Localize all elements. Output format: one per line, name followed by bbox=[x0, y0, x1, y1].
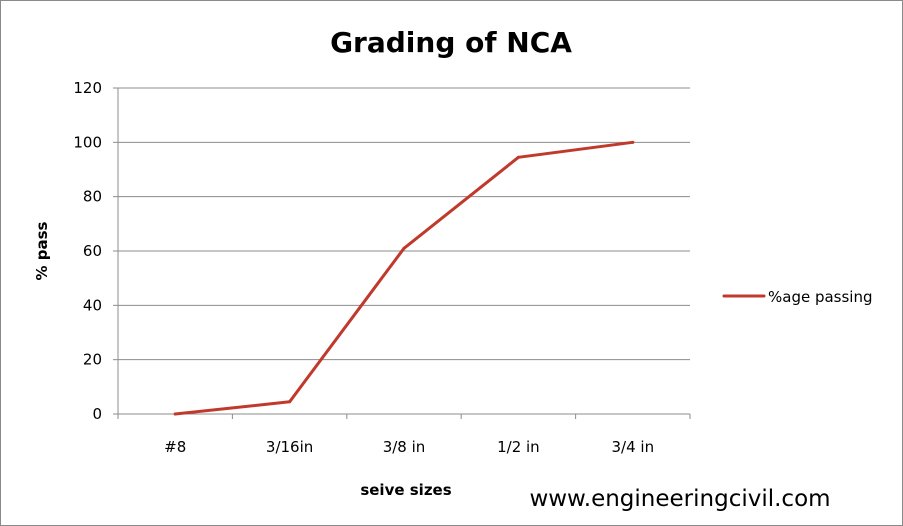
y-tick-label: 120 bbox=[73, 79, 102, 97]
data-point bbox=[631, 140, 635, 144]
y-tick-label: 20 bbox=[83, 351, 102, 369]
watermark-text: www.engineeringcivil.com bbox=[529, 486, 830, 512]
legend: %age passing bbox=[722, 288, 873, 306]
x-tick-label: 3/4 in bbox=[612, 438, 655, 456]
data-point bbox=[402, 246, 406, 250]
x-tick-label: 3/8 in bbox=[383, 438, 426, 456]
y-axis-title: % pass bbox=[33, 221, 51, 280]
x-tick-label: 3/16in bbox=[266, 438, 313, 456]
x-axis-title: seive sizes bbox=[360, 481, 451, 499]
y-tick-label: 40 bbox=[83, 296, 102, 314]
y-tick-label: 0 bbox=[92, 405, 102, 423]
series-layer bbox=[173, 140, 635, 416]
y-axis-ticks: 0 20 40 60 80 100 120 bbox=[73, 79, 118, 423]
x-tick-label: #8 bbox=[164, 438, 186, 456]
x-tick-label: 1/2 in bbox=[497, 438, 540, 456]
y-tick-label: 100 bbox=[73, 133, 102, 151]
data-point bbox=[288, 400, 292, 404]
gridlines bbox=[118, 87, 690, 361]
x-axis-ticks: #8 3/16in 3/8 in 1/2 in 3/4 in bbox=[117, 414, 691, 456]
data-point bbox=[516, 155, 520, 159]
legend-label: %age passing bbox=[768, 288, 873, 306]
series-line-0 bbox=[173, 140, 635, 416]
data-point bbox=[173, 412, 177, 416]
chart-title: Grading of NCA bbox=[330, 26, 572, 59]
y-tick-label: 80 bbox=[83, 188, 102, 206]
y-tick-label: 60 bbox=[83, 242, 102, 260]
